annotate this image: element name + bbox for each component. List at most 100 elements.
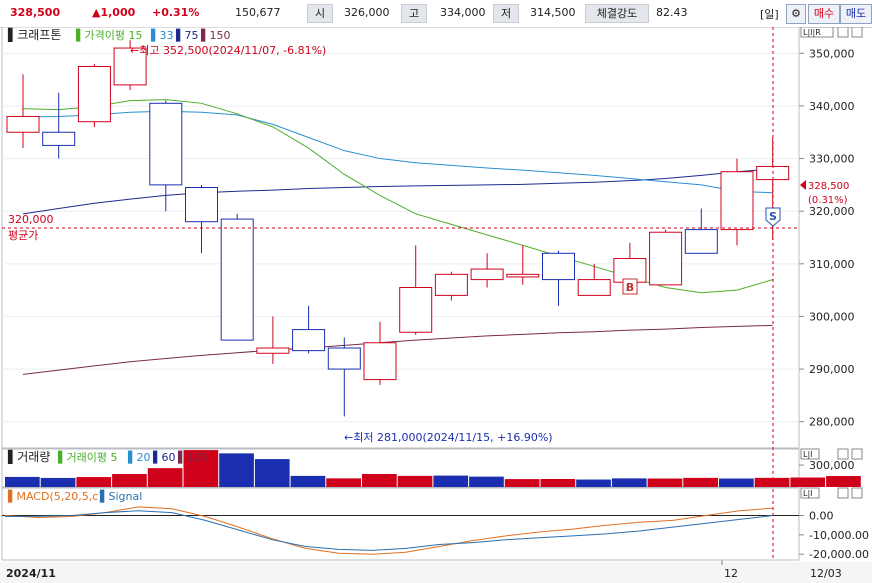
macd-line bbox=[4, 506, 774, 555]
settings-button[interactable]: ⚙ bbox=[786, 4, 806, 24]
date-label-start: 2024/11 bbox=[6, 567, 56, 580]
price-axis: 350,000 340,000 330,000 320,000 310,000 300,0… bbox=[799, 47, 855, 429]
ma33-line bbox=[22, 110, 773, 194]
gear-icon: ⚙ bbox=[791, 7, 801, 20]
candle-body bbox=[363, 342, 397, 381]
candle-body bbox=[185, 187, 218, 223]
candle-body bbox=[542, 252, 575, 281]
volume-bar bbox=[254, 459, 290, 487]
volume-bars bbox=[5, 450, 861, 487]
sell-marker-s: S bbox=[769, 210, 777, 223]
current-price: 328,500 bbox=[10, 6, 61, 19]
candle-body bbox=[113, 47, 147, 86]
candle-body bbox=[220, 218, 254, 341]
candlesticks bbox=[6, 40, 790, 417]
sell-button[interactable]: 매도 bbox=[840, 4, 872, 24]
volume-axis: 300,000 bbox=[799, 459, 855, 472]
volume-bar bbox=[40, 477, 76, 487]
macd-tick-label: 0.00 bbox=[809, 510, 834, 523]
high-value: 334,000 bbox=[440, 6, 486, 19]
legend-ma150: 150 bbox=[209, 29, 230, 42]
candle-body bbox=[684, 229, 718, 254]
svg-text:▌가격이평 15: ▌가격이평 15 bbox=[75, 28, 142, 42]
current-price-tag: 328,500 bbox=[808, 181, 849, 192]
volume-bar bbox=[790, 477, 826, 487]
svg-text:▌60: ▌60 bbox=[152, 450, 175, 464]
candle-body bbox=[256, 347, 290, 354]
svg-text:▌120: ▌120 bbox=[177, 450, 207, 464]
stock-chart: 350,000 340,000 330,000 320,000 310,000 300,0… bbox=[0, 27, 872, 583]
volume-bar bbox=[290, 475, 326, 487]
open-label: 시 bbox=[307, 4, 333, 23]
volume-bar bbox=[576, 479, 611, 487]
price-legend: ▌크래프톤 ▌가격이평 15 ▌33 ▌75 ▌150 bbox=[7, 27, 230, 42]
svg-text:▌33: ▌33 bbox=[150, 28, 173, 42]
y-tick-label: 350,000 bbox=[809, 47, 855, 60]
ma75-line bbox=[22, 168, 773, 215]
strength-label: 체결강도 bbox=[585, 4, 649, 23]
buy-button[interactable]: 매수 bbox=[808, 4, 840, 24]
volume-bar bbox=[540, 478, 576, 487]
high-note: ←최고 352,500(2024/11/07, -6.81%) bbox=[130, 44, 326, 57]
panel-controls[interactable]: L|I|R L|I L|I bbox=[800, 27, 863, 499]
quote-bar: 328,500 ▲1,000 +0.31% 150,677 시 326,000 … bbox=[0, 0, 872, 28]
volume-bar bbox=[683, 477, 718, 487]
volume-bar bbox=[611, 478, 647, 487]
current-pct-tag: (0.31%) bbox=[808, 195, 848, 206]
y-tick-label: 340,000 bbox=[809, 100, 855, 113]
volume-bar bbox=[326, 478, 361, 487]
candle-body bbox=[149, 102, 183, 186]
svg-text:▌150: ▌150 bbox=[200, 28, 230, 42]
volume-bar bbox=[112, 473, 147, 487]
date-label-mid: 12 bbox=[724, 567, 738, 580]
date-axis bbox=[0, 562, 872, 583]
price-change-pct: +0.31% bbox=[152, 6, 200, 19]
candle-body bbox=[42, 131, 76, 146]
volume-bar bbox=[147, 468, 183, 487]
y-tick-label: 320,000 bbox=[809, 205, 855, 218]
candle-body bbox=[720, 171, 754, 231]
legend-ma15: 15 bbox=[128, 29, 142, 42]
svg-text:▌거래량: ▌거래량 bbox=[7, 449, 50, 464]
open-value: 326,000 bbox=[344, 6, 390, 19]
macd-tick-label: -10,000.00 bbox=[809, 529, 869, 542]
legend-ma33: 33 bbox=[159, 29, 173, 42]
buy-marker-b: B bbox=[626, 281, 634, 294]
svg-text:▌MACD(5,20,5,c): ▌MACD(5,20,5,c) bbox=[7, 489, 103, 503]
legend-ma75: 75 bbox=[184, 29, 198, 42]
svg-text:▌Signal: ▌Signal bbox=[99, 489, 142, 503]
volume-bar bbox=[5, 476, 40, 487]
legend-title: 크래프톤 bbox=[17, 28, 61, 42]
volume-bar bbox=[504, 479, 540, 487]
vol-tick-label: 300,000 bbox=[809, 459, 855, 472]
macd-panel bbox=[1, 487, 800, 561]
candle-body bbox=[470, 268, 504, 281]
macd-axis: 0.00 -10,000.00 -20,000.00 bbox=[799, 510, 869, 561]
svg-text:▌20: ▌20 bbox=[127, 450, 150, 464]
buy-signal-marker: B bbox=[622, 278, 638, 295]
period-selector[interactable]: [일] bbox=[760, 8, 779, 21]
volume-bar bbox=[183, 450, 219, 487]
macd-tick-label: -20,000.00 bbox=[809, 548, 869, 561]
candle-body bbox=[649, 231, 683, 286]
vol-ma-label: 거래이평 bbox=[66, 451, 106, 464]
macd-legend: ▌MACD(5,20,5,c) ▌Signal bbox=[7, 489, 142, 503]
volume-legend: ▌거래량 ▌거래이평 5 ▌20 ▌60 ▌120 bbox=[7, 449, 207, 464]
candle-body bbox=[577, 279, 611, 296]
candle-body bbox=[434, 273, 468, 296]
avg-price-value: 320,000 bbox=[8, 213, 54, 226]
y-tick-label: 280,000 bbox=[809, 416, 855, 429]
ma150-line bbox=[22, 324, 773, 375]
moving-averages bbox=[22, 99, 773, 375]
strength-value: 82.43 bbox=[656, 6, 688, 19]
candle-body bbox=[399, 286, 433, 333]
volume-bar bbox=[647, 478, 683, 487]
y-tick-label: 290,000 bbox=[809, 363, 855, 376]
candle-body bbox=[292, 329, 326, 352]
legend-ma-label: 가격이평 bbox=[84, 29, 124, 42]
low-label: 저 bbox=[493, 4, 519, 23]
y-tick-label: 310,000 bbox=[809, 258, 855, 271]
volume-bar bbox=[754, 477, 790, 487]
svg-text:▌75: ▌75 bbox=[175, 28, 198, 42]
signal-line bbox=[4, 510, 774, 551]
